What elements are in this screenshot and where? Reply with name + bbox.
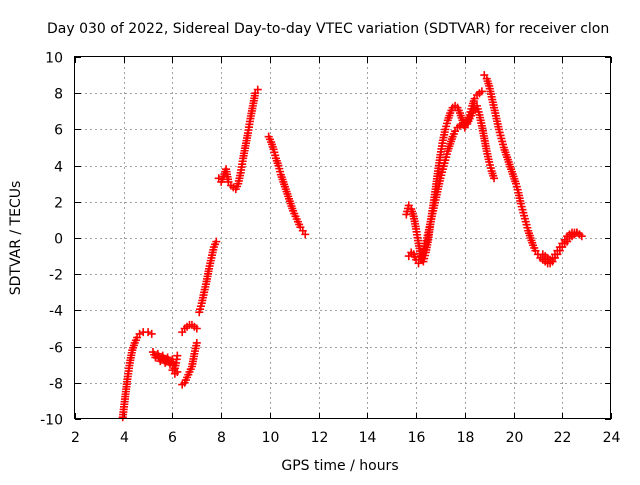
x-axis-title: GPS time / hours bbox=[281, 458, 398, 474]
y-tick-label: -8 bbox=[49, 377, 63, 393]
data-point bbox=[212, 237, 221, 246]
series-segment-4 bbox=[178, 338, 201, 389]
y-axis-title: SDTVAR / TECUs bbox=[8, 181, 24, 296]
series-segment-11 bbox=[480, 71, 586, 268]
data-point bbox=[301, 230, 310, 239]
data-point bbox=[173, 351, 182, 360]
y-tick-label: 2 bbox=[54, 196, 63, 212]
data-point bbox=[144, 328, 153, 337]
series-segment-1 bbox=[118, 328, 156, 422]
data-point bbox=[147, 329, 156, 338]
series-segment-7 bbox=[214, 85, 262, 194]
x-tick-label: 22 bbox=[554, 430, 572, 446]
data-point bbox=[490, 174, 499, 183]
data-point bbox=[477, 87, 486, 96]
y-tick-label: 8 bbox=[54, 87, 63, 103]
y-tick-label: 6 bbox=[54, 123, 63, 139]
chart-title: Day 030 of 2022, Sidereal Day-to-day VTE… bbox=[47, 21, 609, 37]
y-tick-label: 4 bbox=[54, 160, 63, 176]
y-tick-label: -6 bbox=[49, 341, 63, 357]
data-point bbox=[192, 338, 201, 347]
series-segment-5 bbox=[178, 320, 201, 337]
series-segment-6 bbox=[195, 237, 221, 317]
y-tick-label: 0 bbox=[54, 232, 63, 248]
data-point bbox=[575, 230, 584, 239]
x-tick-label: 24 bbox=[603, 430, 621, 446]
x-tick-label: 10 bbox=[262, 430, 280, 446]
x-tick-label: 12 bbox=[311, 430, 329, 446]
x-tick-label: 8 bbox=[217, 430, 226, 446]
y-tick-label: 10 bbox=[45, 51, 63, 67]
data-point bbox=[253, 85, 262, 94]
series-segment-8 bbox=[264, 132, 310, 239]
x-tick-label: 20 bbox=[506, 430, 524, 446]
data-point bbox=[135, 329, 144, 338]
x-tick-label: 6 bbox=[168, 430, 177, 446]
x-tick-label: 16 bbox=[408, 430, 426, 446]
data-points bbox=[118, 71, 586, 422]
data-point bbox=[192, 324, 201, 333]
x-tick-label: 4 bbox=[120, 430, 129, 446]
x-tick-label: 2 bbox=[71, 430, 80, 446]
data-point bbox=[173, 367, 182, 376]
y-tick-label: -2 bbox=[49, 268, 63, 284]
series-segment-3 bbox=[168, 366, 182, 378]
axis-ticks bbox=[75, 57, 612, 420]
series-segment-10 bbox=[404, 87, 486, 268]
y-tick-label: -10 bbox=[40, 413, 63, 429]
plot-frame bbox=[74, 56, 611, 419]
series-segment-12 bbox=[538, 228, 584, 264]
grid bbox=[75, 57, 611, 419]
y-tick-label: -4 bbox=[49, 304, 63, 320]
x-tick-label: 14 bbox=[359, 430, 377, 446]
series-segment-2 bbox=[148, 348, 182, 373]
x-tick-label: 18 bbox=[457, 430, 475, 446]
